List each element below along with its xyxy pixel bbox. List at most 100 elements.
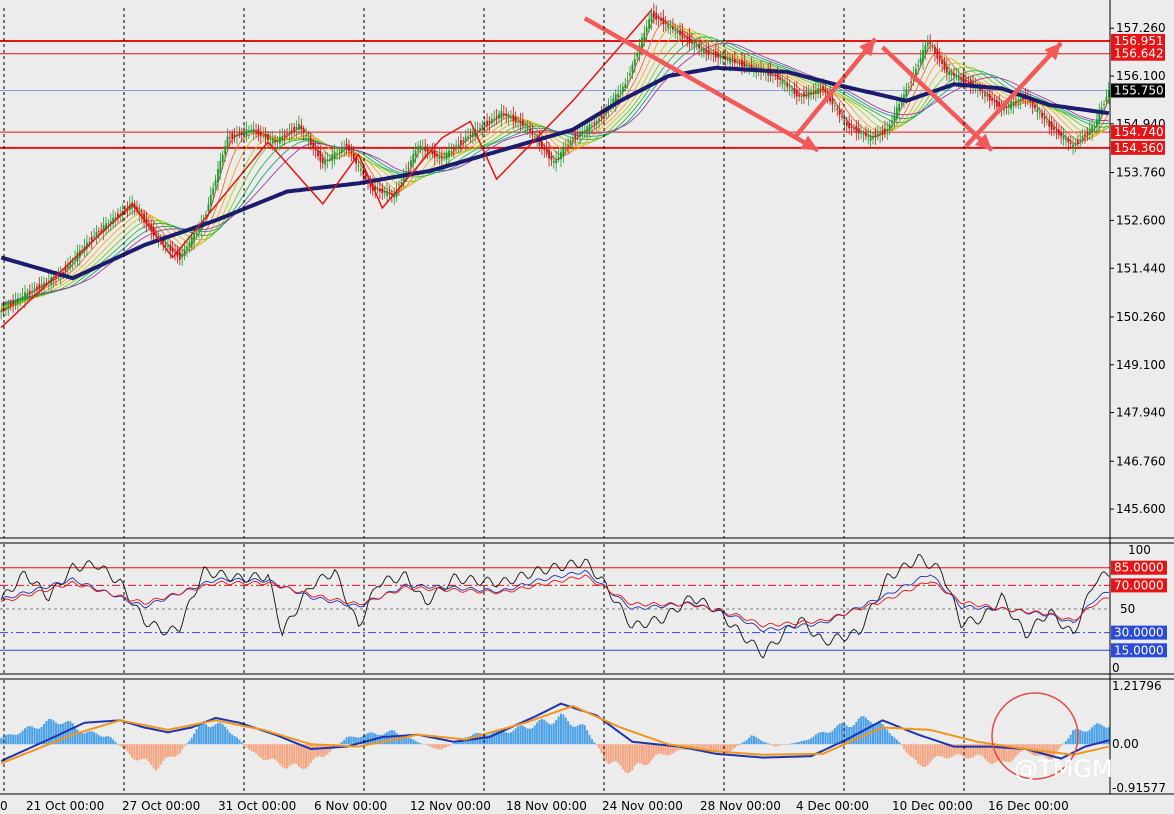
macd-histogram-bar xyxy=(162,744,165,761)
macd-histogram-bar xyxy=(574,726,577,745)
candle-body xyxy=(133,203,136,208)
macd-histogram-bar xyxy=(893,737,896,745)
candle-body xyxy=(52,276,55,282)
candle-body xyxy=(900,100,903,104)
candle-body xyxy=(691,40,693,44)
candle-body xyxy=(481,125,484,130)
trend-arrow-head xyxy=(859,38,876,57)
macd-histogram-bar xyxy=(910,744,913,757)
macd-histogram-bar xyxy=(500,730,503,745)
candle-body xyxy=(1062,135,1065,140)
macd-histogram-bar xyxy=(164,744,167,759)
macd-histogram-bar xyxy=(938,744,941,756)
macd-histogram-bar xyxy=(526,728,529,745)
candle-body xyxy=(293,126,296,132)
candle-body xyxy=(786,83,789,87)
candle-body xyxy=(1081,136,1084,140)
macd-pane xyxy=(0,692,1110,780)
stoch-line xyxy=(0,569,1109,633)
candle-body xyxy=(402,175,405,182)
candle-body xyxy=(76,252,79,262)
macd-histogram-bar xyxy=(800,741,803,745)
macd-histogram-bar xyxy=(767,743,770,745)
candle-body xyxy=(807,91,810,98)
macd-histogram-bar xyxy=(278,744,281,765)
macd-histogram-bar xyxy=(490,733,493,745)
macd-histogram-bar xyxy=(102,736,105,745)
candle-body xyxy=(695,45,698,47)
macd-histogram-bar xyxy=(1091,727,1094,745)
candle-body xyxy=(781,79,784,85)
macd-histogram-bar xyxy=(393,730,396,745)
candle-body xyxy=(262,135,265,137)
candle-body xyxy=(774,75,777,77)
candle-body xyxy=(383,191,386,194)
macd-histogram-bar xyxy=(864,717,867,745)
macd-histogram-bar xyxy=(595,744,598,746)
candle-body xyxy=(281,136,284,141)
macd-histogram-bar xyxy=(617,744,620,763)
macd-histogram-bar xyxy=(657,744,660,754)
macd-histogram-bar xyxy=(188,740,191,745)
candle-body xyxy=(512,114,515,122)
candle-body xyxy=(886,129,889,132)
macd-histogram-bar xyxy=(202,721,205,745)
candle-body xyxy=(831,97,834,105)
macd-histogram-bar xyxy=(659,744,662,754)
macd-line xyxy=(0,704,1110,765)
candle-body xyxy=(9,303,12,307)
x-axis-label: 28 Nov 00:00 xyxy=(700,799,781,813)
candle-body xyxy=(848,123,851,129)
macd-histogram-bar xyxy=(929,744,932,763)
macd-histogram-bar xyxy=(1100,724,1103,745)
candle-body xyxy=(1053,127,1055,130)
macd-histogram-bar xyxy=(440,744,443,750)
candle-body xyxy=(107,223,110,225)
candle-body xyxy=(800,95,803,97)
macd-histogram-bar xyxy=(969,744,972,759)
macd-histogram-bar xyxy=(1053,744,1056,757)
macd-histogram-bar xyxy=(100,736,103,745)
candle-body xyxy=(476,129,479,131)
candle-body xyxy=(1103,103,1105,106)
candle-body xyxy=(602,113,605,115)
macd-histogram-bar xyxy=(266,744,269,760)
macd-histogram-bar xyxy=(24,728,27,745)
macd-histogram-bar xyxy=(593,742,596,745)
candle-body xyxy=(991,98,993,101)
candle-body xyxy=(319,151,322,162)
candle-body xyxy=(217,169,219,183)
macd-histogram-bar xyxy=(207,726,210,745)
candle-body xyxy=(455,145,458,150)
candle-body xyxy=(28,290,31,294)
candle-body xyxy=(93,236,95,238)
macd-histogram-bar xyxy=(936,744,939,756)
macd-histogram-bar xyxy=(66,721,69,745)
macd-histogram-bar xyxy=(821,731,824,745)
candle-body xyxy=(941,60,943,65)
candle-body xyxy=(957,76,960,81)
candle-body xyxy=(629,73,631,76)
macd-histogram-bar xyxy=(943,744,946,758)
candle-body xyxy=(488,120,491,123)
macd-histogram-bar xyxy=(493,731,496,745)
x-axis-label: 12 Nov 00:00 xyxy=(410,799,491,813)
candle-body xyxy=(238,133,241,135)
macd-histogram-bar xyxy=(402,737,405,745)
candle-body xyxy=(362,170,365,176)
stoch-level-label: 85.0000 xyxy=(1114,561,1164,575)
macd-histogram-bar xyxy=(538,719,541,745)
macd-histogram-bar xyxy=(85,732,88,745)
macd-histogram-bar xyxy=(1043,744,1046,757)
candle-body xyxy=(641,37,643,51)
macd-histogram-bar xyxy=(860,716,863,745)
candle-body xyxy=(845,121,848,126)
candle-body xyxy=(252,129,255,133)
macd-histogram-bar xyxy=(895,739,898,745)
candle-body xyxy=(591,125,593,127)
macd-histogram-bar xyxy=(826,732,829,745)
candle-body xyxy=(393,194,396,198)
macd-histogram-bar xyxy=(781,744,784,745)
candle-body xyxy=(269,138,272,140)
candle-body xyxy=(355,156,358,164)
